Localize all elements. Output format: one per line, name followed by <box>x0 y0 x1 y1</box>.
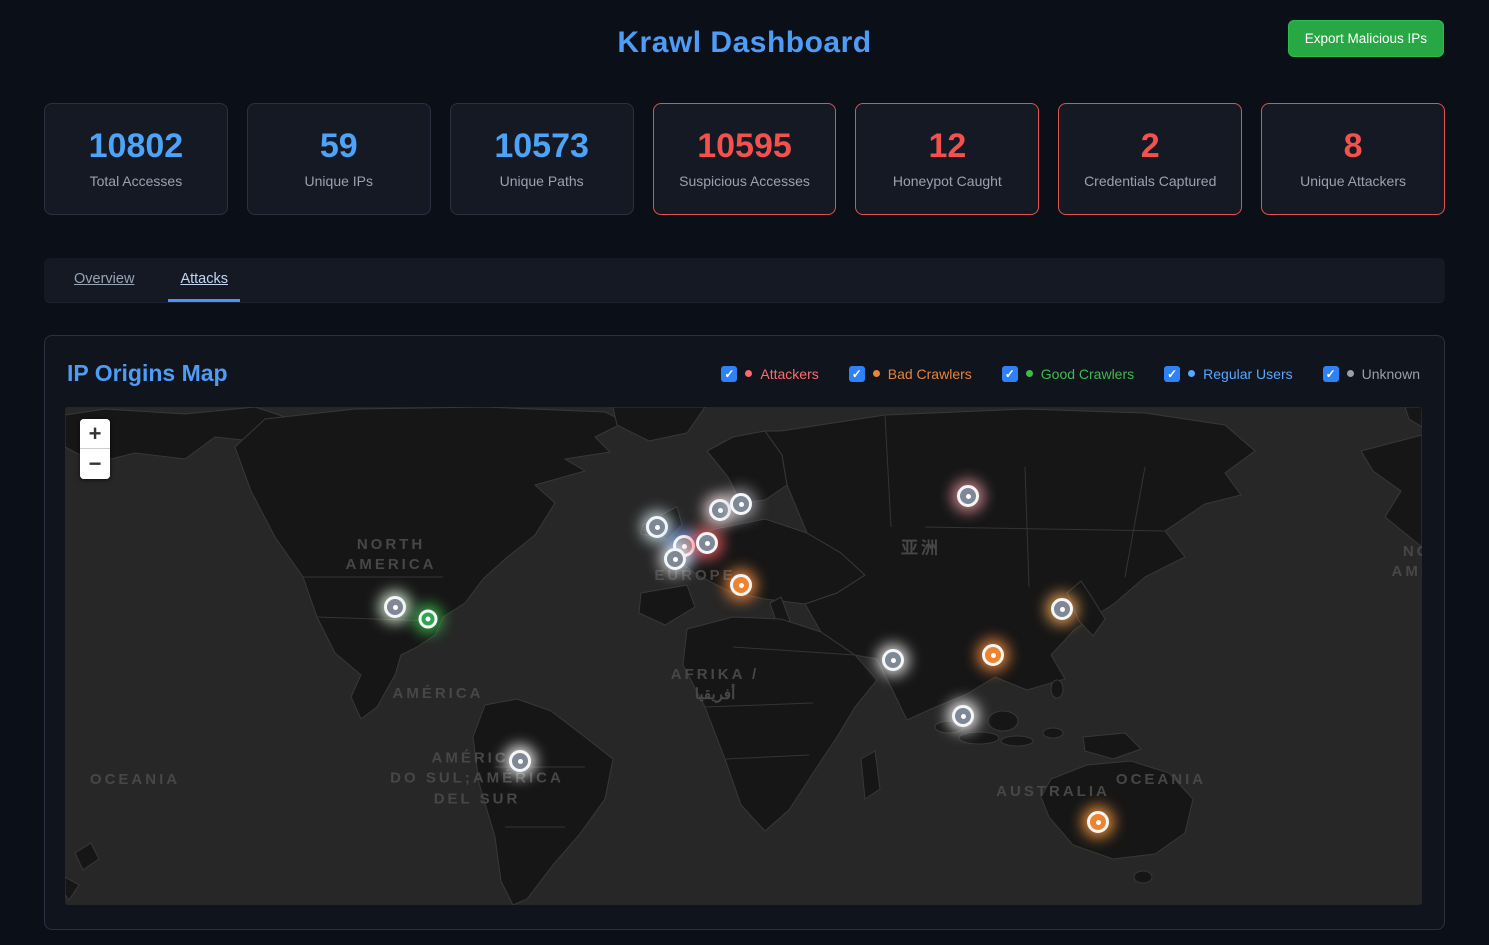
stat-label: Honeypot Caught <box>892 173 1002 189</box>
legend-item-good-crawlers[interactable]: ✓ Good Crawlers <box>1001 365 1135 382</box>
stat-label: Suspicious Accesses <box>679 173 810 189</box>
tab-overview[interactable]: Overview <box>62 258 146 302</box>
legend-dot-icon <box>745 370 753 377</box>
map-marker-unknown[interactable] <box>664 548 686 570</box>
map-marker-bad-crawler[interactable] <box>982 644 1004 666</box>
legend-checkbox[interactable]: ✓ <box>848 365 865 382</box>
stat-value: 8 <box>1343 127 1363 165</box>
map-marker-unknown[interactable] <box>509 750 531 772</box>
page-title: Krawl Dashboard <box>617 26 872 59</box>
tab-attacks[interactable]: Attacks <box>168 258 240 302</box>
map-marker-good-crawler[interactable] <box>418 609 438 629</box>
legend-label: Good Crawlers <box>1040 365 1135 382</box>
map-marker-bad-crawler[interactable] <box>1087 811 1109 833</box>
legend-item-unknown[interactable]: ✓ Unknown <box>1322 365 1420 382</box>
export-malicious-ips-button[interactable]: Export Malicious IPs <box>1287 20 1444 57</box>
map-section-title: IP Origins Map <box>67 360 228 386</box>
header: Krawl Dashboard Export Malicious IPs <box>44 0 1445 80</box>
map-marker-unknown[interactable] <box>952 705 974 727</box>
stat-value: 12 <box>928 127 967 165</box>
legend-dot-icon <box>1346 370 1354 377</box>
map-marker-bad-crawler[interactable] <box>730 574 752 596</box>
stat-card-unique-ips: 59 Unique IPs <box>246 103 431 215</box>
world-map-svg <box>65 407 1422 905</box>
stat-card-suspicious-accesses: 10595 Suspicious Accesses <box>652 103 837 215</box>
stat-card-honeypot-caught: 12 Honeypot Caught <box>855 103 1040 215</box>
zoom-out-button[interactable]: − <box>80 449 110 479</box>
stat-value: 10573 <box>494 127 589 165</box>
stat-value: 59 <box>319 127 358 165</box>
map-panel-header: IP Origins Map ✓ Attackers ✓ Bad Crawler… <box>65 360 1420 407</box>
map-marker-unknown[interactable] <box>709 499 731 521</box>
legend-dot-icon <box>1188 370 1196 377</box>
stat-label: Unique Paths <box>499 173 584 189</box>
stat-card-unique-paths: 10573 Unique Paths <box>449 103 634 215</box>
stat-label: Total Accesses <box>89 173 183 189</box>
stat-label: Credentials Captured <box>1084 173 1217 189</box>
legend-item-attackers[interactable]: ✓ Attackers <box>721 365 819 382</box>
stat-card-credentials-captured: 2 Credentials Captured <box>1058 103 1243 215</box>
legend-checkbox[interactable]: ✓ <box>1001 365 1018 382</box>
zoom-in-button[interactable]: + <box>80 419 110 449</box>
tab-bar: Overview Attacks <box>44 258 1445 303</box>
stat-card-total-accesses: 10802 Total Accesses <box>44 103 228 215</box>
stats-row: 10802 Total Accesses 59 Unique IPs 10573… <box>44 103 1445 215</box>
legend-label: Unknown <box>1361 365 1420 382</box>
map-marker-unknown[interactable] <box>957 485 979 507</box>
map-marker-unknown[interactable] <box>1051 598 1073 620</box>
stat-label: Unique Attackers <box>1300 173 1406 189</box>
stat-value: 10595 <box>697 127 792 165</box>
map-marker-unknown[interactable] <box>882 649 904 671</box>
stat-label: Unique IPs <box>304 173 374 189</box>
map-zoom-control: + − <box>80 419 110 479</box>
ip-origins-map-panel: IP Origins Map ✓ Attackers ✓ Bad Crawler… <box>44 335 1445 930</box>
legend-checkbox[interactable]: ✓ <box>721 365 738 382</box>
map-marker-unknown[interactable] <box>646 516 668 538</box>
map-legend: ✓ Attackers ✓ Bad Crawlers ✓ Good Crawle… <box>721 365 1420 382</box>
map-marker-unknown[interactable] <box>384 596 406 618</box>
legend-label: Regular Users <box>1203 365 1293 382</box>
stat-value: 2 <box>1140 127 1160 165</box>
world-map[interactable]: NORTH AMERICA AMÉRICA AMÉRICA DO SUL;AMÉRI… <box>65 407 1422 905</box>
stat-value: 10802 <box>88 127 184 165</box>
legend-dot-icon <box>1025 370 1033 377</box>
legend-checkbox[interactable]: ✓ <box>1164 365 1181 382</box>
legend-item-bad-crawlers[interactable]: ✓ Bad Crawlers <box>848 365 972 382</box>
map-marker-unknown[interactable] <box>696 532 718 554</box>
legend-dot-icon <box>872 370 880 377</box>
legend-item-regular-users[interactable]: ✓ Regular Users <box>1164 365 1293 382</box>
legend-label: Attackers <box>760 365 819 382</box>
legend-label: Bad Crawlers <box>887 365 972 382</box>
map-marker-unknown[interactable] <box>730 493 752 515</box>
legend-checkbox[interactable]: ✓ <box>1322 365 1339 382</box>
stat-card-unique-attackers: 8 Unique Attackers <box>1261 103 1445 215</box>
